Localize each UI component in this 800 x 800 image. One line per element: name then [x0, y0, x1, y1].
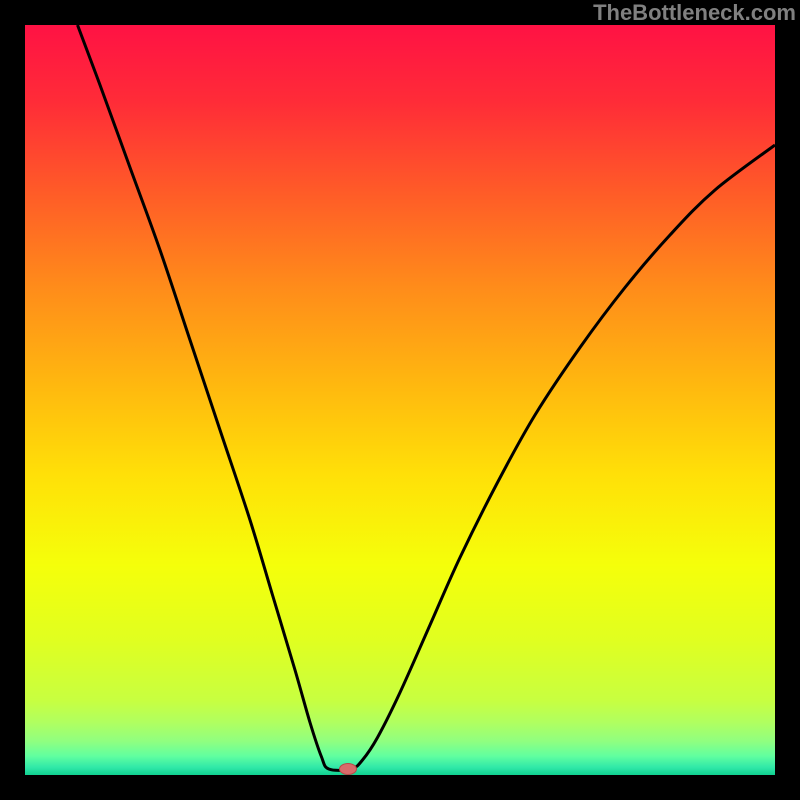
- plot-area: [25, 25, 775, 775]
- bottleneck-curve: [25, 25, 775, 775]
- watermark-text: TheBottleneck.com: [593, 0, 796, 26]
- minimum-marker: [339, 763, 357, 775]
